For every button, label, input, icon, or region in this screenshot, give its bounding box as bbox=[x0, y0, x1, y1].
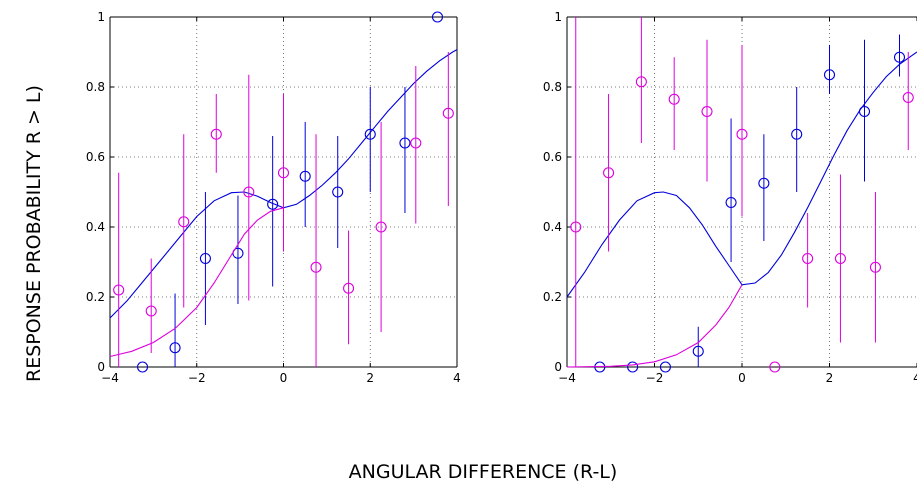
magenta-data-point bbox=[902, 91, 914, 104]
magenta-data-point bbox=[869, 261, 881, 273]
magenta-data-point bbox=[668, 93, 680, 105]
blue-data-point bbox=[364, 128, 376, 140]
blue-data-point bbox=[169, 342, 181, 354]
magenta-data-point bbox=[243, 186, 255, 198]
y-tick-label: 0.4 bbox=[86, 220, 105, 234]
magenta-fit-curve bbox=[566, 284, 743, 368]
y-tick-label: 1 bbox=[97, 10, 105, 24]
magenta-data-point bbox=[834, 252, 846, 265]
magenta-data-point bbox=[375, 221, 387, 233]
magenta-data-point bbox=[277, 167, 290, 179]
blue-fit-curve bbox=[566, 51, 917, 298]
blue-data-point bbox=[823, 69, 836, 81]
x-axis-label: ANGULAR DIFFERENCE (R-L) bbox=[349, 461, 618, 483]
x-tick-label: 2 bbox=[366, 371, 374, 385]
magenta-fit-curve bbox=[109, 207, 284, 358]
blue-data-point bbox=[136, 361, 149, 373]
y-tick-label: 0.8 bbox=[86, 80, 105, 94]
magenta-data-point bbox=[802, 252, 814, 265]
x-tick-label: 0 bbox=[738, 371, 746, 385]
blue-data-point bbox=[267, 198, 279, 210]
blue-data-point bbox=[659, 361, 671, 373]
x-tick-label: −4 bbox=[558, 371, 576, 385]
x-tick-label: 4 bbox=[453, 371, 461, 385]
magenta-data-point bbox=[113, 284, 125, 296]
left-plot: −4 −2 0 2 4 0 0.2 0.4 0.6 0.8 1 bbox=[86, 10, 461, 385]
magenta-data-point bbox=[343, 282, 355, 294]
blue-data-point bbox=[791, 128, 803, 140]
x-tick-label: 4 bbox=[913, 371, 917, 385]
blue-data-point bbox=[199, 252, 211, 265]
blue-data-point bbox=[893, 51, 906, 63]
blue-data-point bbox=[627, 361, 639, 373]
blue-fit-curve bbox=[109, 49, 458, 319]
magenta-data-point bbox=[442, 107, 454, 119]
magenta-data-point bbox=[210, 128, 222, 140]
x-tick-label: 2 bbox=[826, 371, 834, 385]
x-tick-label: −2 bbox=[646, 371, 664, 385]
x-tick-label: −2 bbox=[188, 371, 206, 385]
y-tick-label: 0.6 bbox=[86, 150, 105, 164]
magenta-data-point bbox=[178, 216, 190, 228]
right-plot: −4 −2 0 2 4 0 0.2 0.4 0.6 0.8 1 bbox=[543, 10, 917, 385]
magenta-data-point bbox=[635, 76, 647, 88]
magenta-data-point bbox=[769, 361, 781, 373]
blue-data-point bbox=[692, 345, 704, 357]
y-axis-label: RESPONSE PROBABILITY R > L) bbox=[23, 85, 45, 382]
blue-data-point bbox=[431, 11, 444, 23]
x-tick-label: −4 bbox=[101, 371, 119, 385]
y-tick-label: 0 bbox=[554, 360, 562, 374]
y-tick-label: 0.4 bbox=[543, 220, 562, 234]
y-tick-label: 0.2 bbox=[543, 290, 562, 304]
x-tick-label: 0 bbox=[280, 371, 288, 385]
y-tick-label: 1 bbox=[554, 10, 562, 24]
magenta-data-point bbox=[701, 105, 713, 118]
blue-data-point bbox=[332, 186, 344, 198]
y-tick-label: 0.6 bbox=[543, 150, 562, 164]
blue-data-point bbox=[299, 170, 311, 182]
magenta-data-point bbox=[310, 261, 322, 273]
magenta-data-point bbox=[570, 221, 582, 233]
blue-data-point bbox=[399, 137, 411, 149]
magenta-data-point bbox=[410, 137, 422, 149]
blue-data-point bbox=[758, 177, 770, 189]
y-tick-label: 0.2 bbox=[86, 290, 105, 304]
magenta-data-point bbox=[603, 167, 615, 179]
y-tick-label: 0 bbox=[97, 360, 105, 374]
blue-data-point bbox=[858, 105, 871, 118]
y-tick-label: 0.8 bbox=[543, 80, 562, 94]
magenta-data-point bbox=[145, 305, 157, 317]
blue-data-point bbox=[725, 196, 737, 209]
magenta-data-point bbox=[736, 128, 748, 140]
